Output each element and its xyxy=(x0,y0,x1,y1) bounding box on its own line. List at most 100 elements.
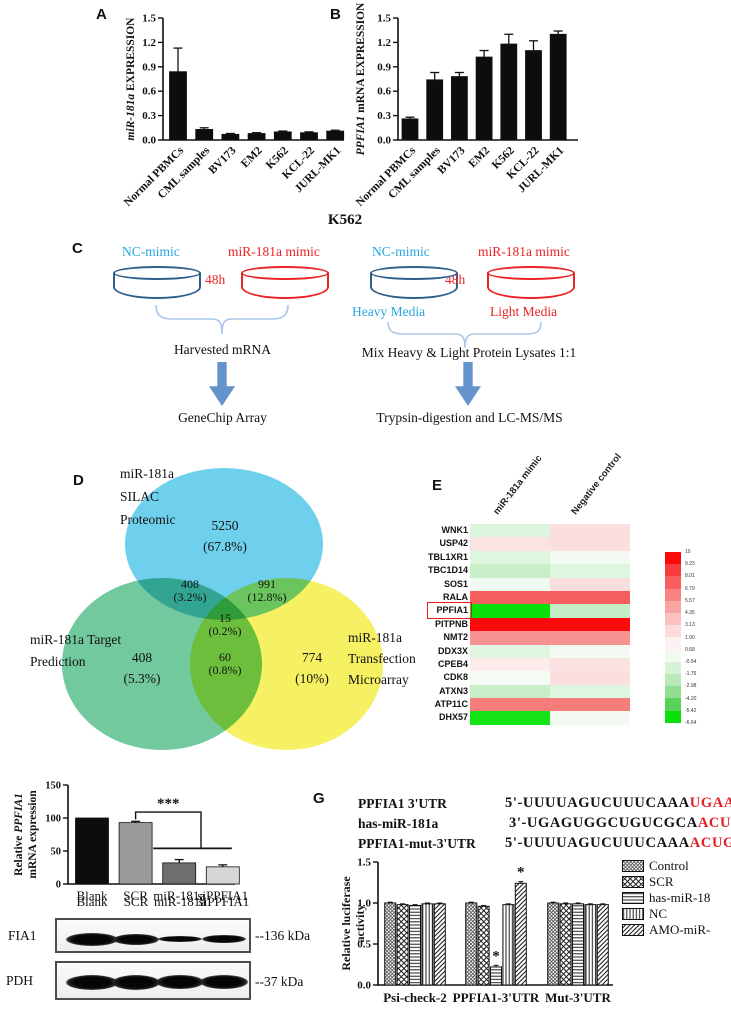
chart-text: * xyxy=(517,865,525,881)
heatmap-cell xyxy=(550,657,630,672)
heatmap-cell xyxy=(470,577,550,591)
blot-kda-136: --136 kDa xyxy=(255,928,311,943)
chart-tspan: PPFIA1 xyxy=(13,793,25,833)
chart-text: 1.5 xyxy=(142,13,156,25)
chart-text: 0 xyxy=(56,880,61,891)
heatmap-row-label: SOS1 xyxy=(443,578,468,589)
heatmap-row xyxy=(470,711,630,725)
chart-rect xyxy=(247,133,266,141)
chart-text: BV173 xyxy=(436,144,468,176)
nc-mimic-label-right: NC-mimic xyxy=(372,244,430,259)
heatmap-cell xyxy=(550,631,630,645)
venn-center-pct: (0.2%) xyxy=(208,624,242,638)
chart-text: 0.0 xyxy=(142,135,156,147)
panel-g-legend: Control SCR has-miR-18 NC AMO-miR- xyxy=(622,858,710,940)
heatmap-row xyxy=(470,644,630,658)
heatmap-row-label: CDK8 xyxy=(443,672,468,683)
chart-path xyxy=(162,18,344,141)
heatmap-row xyxy=(470,671,630,685)
seq-red: ACUGACAA xyxy=(689,835,731,851)
legend-item: AMO-miR- xyxy=(622,922,710,937)
protein-band xyxy=(113,933,159,945)
heatmap-row-label: NMT2 xyxy=(443,632,469,643)
colorbar-tick-label: -0.54 xyxy=(685,658,697,665)
chart-path xyxy=(134,811,202,849)
brace-right xyxy=(387,321,542,349)
heatmap-row-label: ATXN3 xyxy=(439,685,468,696)
seq-label-has-mir181a: has-miR-181a xyxy=(358,816,439,831)
colorbar-tick-label: -4.20 xyxy=(685,695,697,702)
chart-text: 0.6 xyxy=(377,86,391,98)
colorbar-segment xyxy=(665,674,681,687)
chart-rect xyxy=(433,903,446,986)
venn-silac-micro-count: 991 xyxy=(258,577,276,591)
chart-rect xyxy=(572,903,584,986)
legend-swatch-icon xyxy=(622,908,644,920)
venn-silac-pct: (67.8%) xyxy=(203,539,247,554)
venn-circle-microarray xyxy=(190,578,383,750)
heatmap-row-label: USP42 xyxy=(439,538,468,549)
panel-e-label: E xyxy=(432,477,443,494)
seq-label-ppfia1-3utr: PPFIA1 3'UTR xyxy=(358,796,447,811)
chart-text: Blank xyxy=(76,888,108,903)
venn-center-count: 15 xyxy=(219,611,231,625)
colorbar-segment xyxy=(665,649,681,662)
chart-text: 1.2 xyxy=(377,37,391,49)
chart-text: 0.0 xyxy=(357,980,371,992)
chart-rect xyxy=(622,860,644,872)
seq-red: ACUUACAA xyxy=(697,815,731,831)
venn-diagram: miR-181a SILAC Proteomic 5250 (67.8%) 40… xyxy=(30,450,430,780)
chart-rect xyxy=(421,903,434,986)
heatmap-row xyxy=(470,684,630,699)
colorbar-segment xyxy=(665,552,681,565)
seq-black: 5'-UUUUAGUCUUUCAAA xyxy=(505,795,690,811)
seq-row-has-mir181a: 3'-UGAGUGGCUGUCGCAACUUACAA xyxy=(509,815,731,832)
chart-text: 1.0 xyxy=(357,898,371,910)
chart-rect xyxy=(622,908,644,920)
protein-band xyxy=(156,975,204,989)
blot-kda-37: --37 kDa xyxy=(255,974,304,989)
colorbar-tick-label: 8.01 xyxy=(685,573,695,580)
colorbar-tick-label: 10 xyxy=(685,549,691,555)
chart-rect xyxy=(300,132,318,141)
heatmap-row-labels: WNK1 USP42 TBL1XR1 TBC1D14 SOS1 RALA PPFIA1 PIT… xyxy=(418,524,468,725)
chart-rect xyxy=(549,33,567,141)
chart-rect xyxy=(490,966,502,986)
venn-target-pct: (5.3%) xyxy=(123,671,161,686)
chart-rect xyxy=(384,902,397,986)
heatmap-col-header-mimic: miR-181a mimic xyxy=(491,453,545,517)
heatmap-cell xyxy=(470,657,550,672)
colorbar-segment xyxy=(665,564,681,577)
colorbar-segment xyxy=(665,686,681,699)
brace-left xyxy=(155,304,289,335)
legend-swatch-icon xyxy=(622,860,644,872)
seq-row-ppfia1-3utr: 5'-UUUUAGUCUUUCAAAUGAAUGUA xyxy=(505,795,731,812)
mir181a-mimic-label-left: miR-181a mimic xyxy=(228,244,320,259)
colorbar-tick-label: 4.35 xyxy=(685,610,695,617)
venn-micro-label-2: Transfection xyxy=(348,651,416,666)
chart-text: *** xyxy=(157,796,180,812)
panel-b-chart: 0.0 0.3 0.6 0.9 1.2 1.5 Normal PBMCs CML sample… xyxy=(322,2,602,213)
heatmap-cell xyxy=(470,524,550,538)
chart-text: 0.6 xyxy=(142,86,156,98)
venn-micro-label-1: miR-181a xyxy=(348,630,402,645)
blot-row-label-ppfia1: FIA1 xyxy=(8,928,37,943)
heatmap-row xyxy=(470,604,630,618)
panel-b-label: B xyxy=(330,6,341,23)
protein-band xyxy=(200,975,248,989)
heatmap-row xyxy=(470,631,630,645)
chart-text: siPPFIA1 xyxy=(198,888,249,903)
chart-path xyxy=(155,304,289,335)
heatmap-row-label: RALA xyxy=(443,591,468,602)
heatmap-cell xyxy=(470,631,550,645)
chart-rect xyxy=(502,904,515,986)
chart-text: Mut-3'UTR xyxy=(545,990,611,1005)
venn-micro-count: 774 xyxy=(301,650,323,665)
chart-path xyxy=(387,321,542,349)
panel-d-label: D xyxy=(73,472,84,489)
heatmap-cell xyxy=(470,590,550,605)
harvested-mrna-label: Harvested mRNA xyxy=(173,342,272,357)
seq-row-ppfia1-mut-3utr: 5'-UUUUAGUCUUUCAAAACUGACAA xyxy=(505,835,731,852)
legend-swatch-icon xyxy=(622,876,644,888)
chart-text: miR-181a EXPRESSION xyxy=(125,17,137,141)
